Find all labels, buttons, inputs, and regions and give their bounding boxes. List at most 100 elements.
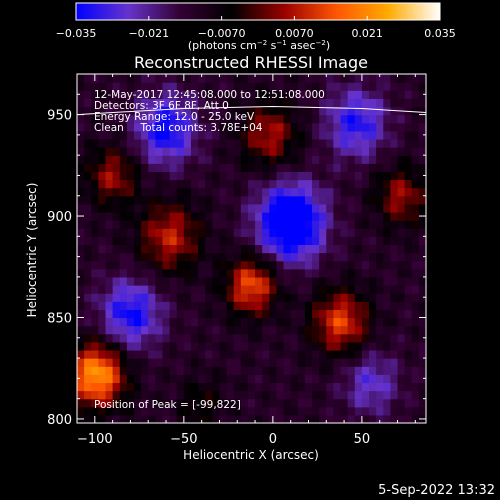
heatmap-cell [105,285,114,294]
heatmap-cell [205,130,213,140]
heatmap-cell [255,260,263,270]
heatmap-cell [212,90,221,99]
heatmap-cell [326,333,335,343]
heatmap-cell [205,90,213,99]
heatmap-cell [77,220,85,229]
heatmap-cell [155,130,164,140]
heatmap-cell [105,171,114,181]
heatmap-cell [354,325,363,335]
heatmap-cell [347,341,356,351]
heatmap-cell [312,114,320,124]
heatmap-cell [369,317,377,327]
heatmap-cell [376,252,384,262]
heatmap-cell [141,147,149,156]
heatmap-cell [84,374,92,384]
heatmap-cell [283,130,292,140]
heatmap-cell [98,301,107,310]
heatmap-cell [383,130,391,140]
heatmap-cell [84,293,92,302]
heatmap-cell [304,358,313,367]
heatmap-cell [418,260,426,270]
heatmap-cell [283,203,292,213]
heatmap-cell [390,114,399,124]
heatmap-cell [190,276,199,286]
heatmap-cell [290,163,299,172]
heatmap-cell [162,211,171,221]
heatmap-cell [212,293,221,302]
heatmap-cell [176,106,185,116]
heatmap-cell [283,268,292,278]
heatmap-cell [312,138,320,148]
heatmap-cell [141,203,149,213]
heatmap-cell [376,309,384,319]
heatmap-cell [404,406,413,416]
heatmap-cell [304,130,313,140]
heatmap-cell [148,333,156,343]
heatmap-cell [119,333,128,343]
heatmap-cell [404,301,413,310]
heatmap-cell [397,390,406,400]
heatmap-cell [347,138,356,148]
heatmap-cell [176,349,185,359]
heatmap-cell [247,179,256,189]
heatmap-cell [162,195,171,205]
heatmap-cell [205,349,213,359]
heatmap-cell [162,179,171,189]
heatmap-cell [240,220,249,229]
heatmap-cell [333,220,342,229]
heatmap-cell [205,98,213,108]
heatmap-cell [354,268,363,278]
heatmap-cell [390,82,399,91]
heatmap-cell [390,374,399,384]
heatmap-cell [255,203,263,213]
heatmap-cell [319,390,327,400]
heatmap-cell [319,317,327,327]
heatmap-cell [255,195,263,205]
heatmap-cell [312,244,320,254]
heatmap-cell [91,341,99,351]
heatmap-cell [312,187,320,197]
heatmap-cell [312,122,320,132]
heatmap-cell [226,211,235,221]
heatmap-cell [183,390,192,400]
heatmap-cell [112,366,121,375]
heatmap-cell [226,382,235,392]
annotation-detectors: Detectors: 3F 6F 8F, Att 0 [94,100,229,112]
heatmap-cell [233,285,242,294]
heatmap-cell [347,285,356,294]
heatmap-cell [247,301,256,310]
heatmap-cell [212,301,221,310]
heatmap-cell [212,74,221,83]
heatmap-cell [255,325,263,335]
heatmap-cell [226,333,235,343]
heatmap-cell [347,90,356,99]
heatmap-cell [347,195,356,205]
heatmap-cell [390,244,399,254]
heatmap-cell [276,244,285,254]
heatmap-cell [354,163,363,172]
heatmap-cell [290,382,299,392]
heatmap-cell [219,333,228,343]
heatmap-cell [333,163,342,172]
heatmap-cell [105,293,114,302]
heatmap-cell [319,366,327,375]
heatmap-cell [333,228,342,237]
heatmap-cell [269,155,278,164]
heatmap-cell [77,325,85,335]
heatmap-cell [247,382,256,392]
heatmap-cell [269,268,278,278]
heatmap-cell [404,252,413,262]
heatmap-cell [198,398,206,408]
heatmap-cell [98,122,107,132]
heatmap-cell [105,220,114,229]
heatmap-cell [404,260,413,270]
heatmap-cell [397,98,406,108]
heatmap-cell [77,82,85,91]
heatmap-cell [205,74,213,83]
heatmap-cell [126,285,135,294]
heatmap-cell [269,358,278,367]
heatmap-cell [304,179,313,189]
heatmap-cell [84,187,92,197]
heatmap-cell [126,317,135,327]
heatmap-cell [205,163,213,172]
